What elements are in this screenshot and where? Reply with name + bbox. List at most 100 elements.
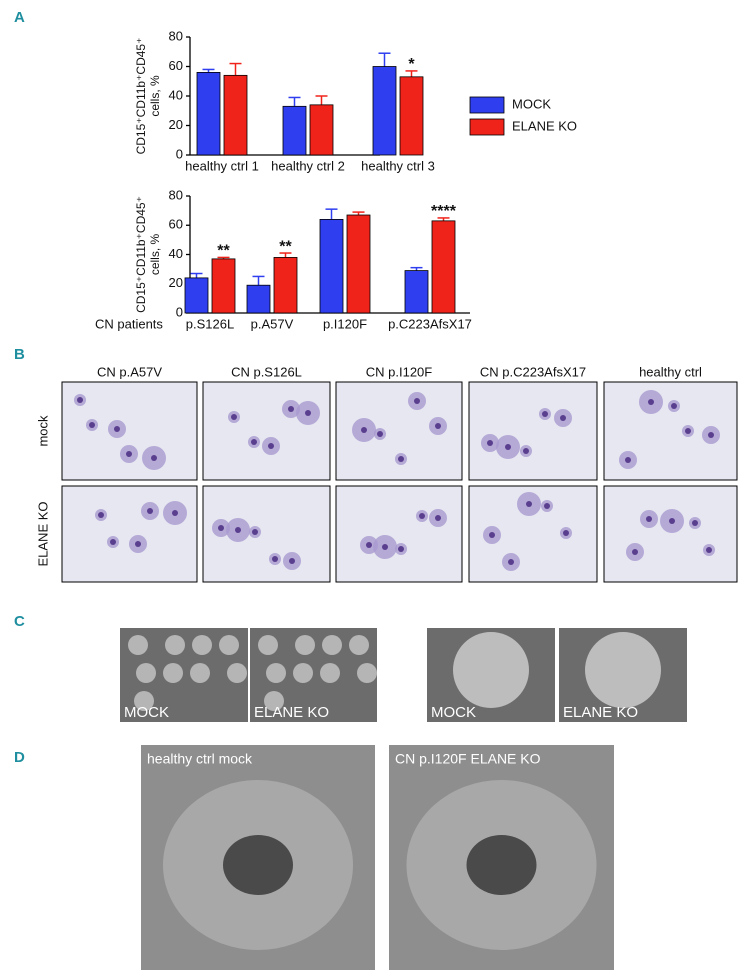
bar	[196, 72, 221, 156]
x-tick-label: p.I120F	[323, 316, 367, 331]
nucleus	[526, 501, 532, 507]
y-tick-label: 60	[169, 217, 183, 232]
micrograph	[61, 485, 198, 583]
y-tick-label: 80	[169, 187, 183, 202]
nucleus	[172, 510, 178, 516]
bar	[223, 74, 248, 156]
cell	[295, 635, 315, 655]
bar	[431, 220, 456, 314]
nucleus	[435, 515, 441, 521]
cell	[320, 663, 340, 683]
micrograph	[468, 381, 598, 481]
bar	[184, 277, 209, 314]
column-label: CN p.C223AfsX17	[480, 364, 586, 379]
nucleus	[235, 527, 241, 533]
nucleus	[563, 530, 569, 536]
nucleus	[414, 398, 420, 404]
nucleus	[398, 546, 404, 552]
y-tick-label: 20	[169, 275, 183, 290]
bar	[282, 105, 307, 156]
nucleus	[692, 520, 698, 526]
significance-label: **	[217, 243, 230, 260]
y-tick-label: 20	[169, 117, 183, 132]
bar	[346, 214, 371, 314]
nucleus	[114, 426, 120, 432]
image-label: ELANE KO	[563, 704, 638, 721]
nucleus	[542, 411, 548, 417]
cell	[585, 632, 661, 708]
nucleus	[435, 423, 441, 429]
nucleus	[625, 457, 631, 463]
nucleus	[366, 542, 372, 548]
nucleus	[126, 451, 132, 457]
cell	[165, 635, 185, 655]
bar	[399, 76, 424, 156]
cell	[190, 663, 210, 683]
nucleus	[289, 558, 295, 564]
nucleus	[272, 556, 278, 562]
nucleus	[147, 508, 153, 514]
nucleus	[487, 440, 493, 446]
nucleus	[632, 549, 638, 555]
bar	[404, 270, 429, 314]
cell	[219, 635, 239, 655]
cell	[266, 663, 286, 683]
nucleus	[288, 406, 294, 412]
column-label: CN p.A57V	[97, 364, 162, 379]
nucleus	[223, 835, 293, 895]
nucleus	[252, 529, 258, 535]
nucleus	[544, 503, 550, 509]
x-tick-label: p.C223AfsX17	[388, 316, 472, 331]
y-tick-label: 40	[169, 246, 183, 261]
x-axis-label: CN patients	[95, 316, 163, 331]
nucleus	[251, 439, 257, 445]
column-label: CN p.I120F	[366, 364, 433, 379]
significance-label: ****	[431, 203, 457, 220]
significance-label: **	[279, 238, 292, 255]
image-label: healthy ctrl mock	[147, 751, 253, 767]
cell	[192, 635, 212, 655]
nucleus	[305, 410, 311, 416]
cell	[453, 632, 529, 708]
x-tick-label: healthy ctrl 3	[361, 158, 435, 173]
nucleus	[646, 516, 652, 522]
nucleus	[419, 513, 425, 519]
nucleus	[671, 403, 677, 409]
x-tick-label: p.S126L	[186, 316, 234, 331]
nucleus	[135, 541, 141, 547]
nucleus	[508, 559, 514, 565]
y-tick-label: 0	[176, 146, 183, 161]
image-label: CN p.I120F ELANE KO	[395, 751, 541, 767]
nucleus	[382, 544, 388, 550]
legend-label: MOCK	[512, 96, 551, 111]
row-label: ELANE KO	[35, 501, 50, 566]
micrograph	[603, 485, 738, 583]
y-tick-label: 60	[169, 58, 183, 73]
y-tick-label: 40	[169, 87, 183, 102]
y-axis-label: cells, %	[148, 75, 162, 117]
nucleus	[560, 415, 566, 421]
nucleus	[489, 532, 495, 538]
y-tick-label: 0	[176, 304, 183, 319]
nucleus	[648, 399, 654, 405]
nucleus	[398, 456, 404, 462]
cell	[322, 635, 342, 655]
nucleus	[231, 414, 237, 420]
nucleus	[505, 444, 511, 450]
panel-label: A	[14, 9, 25, 26]
cell	[227, 663, 247, 683]
cell	[293, 663, 313, 683]
nucleus	[706, 547, 712, 553]
nucleus	[218, 525, 224, 531]
bar	[246, 284, 271, 314]
nucleus	[77, 397, 83, 403]
nucleus	[377, 431, 383, 437]
panel-label: D	[14, 749, 25, 766]
nucleus	[89, 422, 95, 428]
nucleus	[151, 455, 157, 461]
bar	[309, 104, 334, 156]
nucleus	[685, 428, 691, 434]
cell	[357, 663, 377, 683]
nucleus	[523, 448, 529, 454]
